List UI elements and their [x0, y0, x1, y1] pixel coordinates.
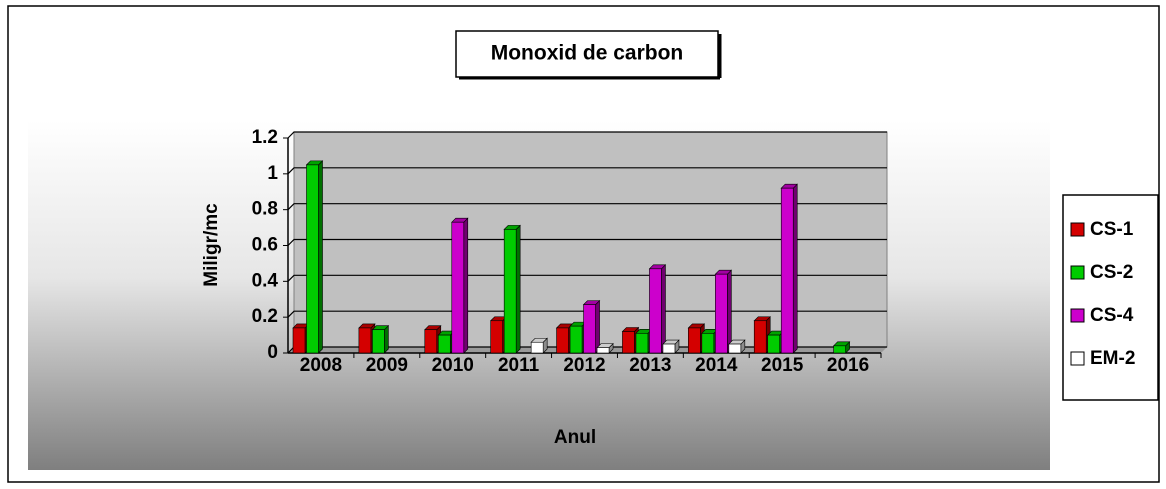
grid-line — [287, 167, 887, 175]
bar — [753, 320, 767, 354]
bar — [833, 345, 846, 354]
legend-label: CS-4 — [1090, 305, 1134, 326]
bar — [292, 327, 306, 354]
bar — [635, 332, 649, 354]
y-axis-label: Miligr/mc — [201, 203, 222, 287]
bar — [530, 341, 544, 354]
bar — [780, 187, 794, 354]
legend-swatch — [1070, 265, 1085, 280]
bar — [424, 329, 438, 354]
y-tick-label: 0.4 — [252, 270, 279, 291]
legend-label: EM-2 — [1090, 348, 1135, 369]
legend-swatch — [1070, 351, 1085, 366]
x-tick-label: 2014 — [695, 355, 738, 376]
x-tick-label: 2008 — [300, 355, 342, 376]
legend-swatch — [1070, 222, 1085, 237]
legend-swatch — [1070, 308, 1085, 323]
bar-side — [515, 224, 521, 354]
grid-line — [287, 131, 887, 139]
bar — [556, 327, 569, 354]
y-tick-label: 0.6 — [252, 235, 278, 256]
bar — [306, 164, 319, 354]
bar — [372, 329, 385, 354]
bar — [715, 273, 728, 354]
grid-line — [287, 274, 887, 282]
bar — [451, 221, 465, 354]
grid-line — [287, 238, 887, 246]
grid-line — [287, 203, 887, 211]
x-tick-label: 2015 — [761, 355, 804, 376]
bar — [490, 320, 503, 354]
bar — [437, 334, 451, 354]
x-tick-label: 2010 — [432, 355, 474, 376]
grid-line — [287, 310, 887, 318]
bar — [688, 327, 701, 354]
bar — [701, 332, 715, 354]
x-tick-label: 2013 — [629, 355, 671, 376]
bar — [503, 229, 517, 354]
title-box — [455, 30, 719, 78]
bar — [596, 347, 610, 354]
bar — [728, 343, 742, 354]
bar-side — [595, 299, 600, 354]
bar — [622, 331, 635, 354]
chart-title: Monoxid de carbon — [491, 42, 684, 65]
y-tick-label: 1.2 — [252, 127, 278, 148]
x-tick-label: 2009 — [366, 355, 408, 376]
bar — [569, 325, 583, 354]
x-tick-label: 2011 — [498, 355, 540, 376]
y-tick-label: 0.8 — [252, 199, 278, 220]
bar-side — [463, 217, 469, 354]
bar — [649, 268, 662, 354]
bar-side — [727, 269, 732, 354]
x-tick-label: 2012 — [563, 355, 605, 376]
bar-side — [792, 183, 798, 354]
x-axis-label: Anul — [554, 427, 596, 448]
bar-side — [384, 324, 389, 354]
y-tick-label: 0 — [267, 342, 278, 363]
bar-side — [661, 264, 666, 354]
x-tick-label: 2016 — [827, 355, 869, 376]
legend-label: CS-2 — [1090, 262, 1133, 283]
y-tick-label: 1 — [267, 163, 278, 184]
y-tick-label: 0.2 — [252, 306, 278, 327]
bar-side — [318, 160, 323, 354]
bar — [662, 343, 676, 354]
bar — [583, 304, 596, 354]
bar — [767, 334, 781, 354]
legend-label: CS-1 — [1090, 219, 1134, 240]
bar — [358, 327, 372, 354]
